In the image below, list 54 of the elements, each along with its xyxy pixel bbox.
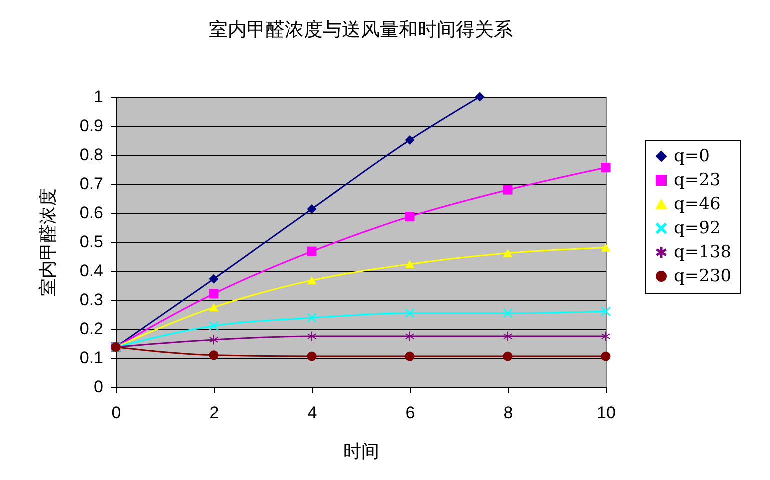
point (601, 306, 611, 316)
point (209, 350, 219, 360)
point (209, 303, 219, 312)
x-tick-label: 6 (406, 404, 416, 422)
point (405, 212, 415, 222)
y-tick-label: 0.5 (80, 232, 104, 252)
point (601, 163, 611, 173)
y-tick-label: 0.9 (80, 116, 104, 136)
y-axis-title: 室内甲醛浓度 (38, 188, 59, 296)
point (209, 321, 219, 331)
y-tick-label: 0.1 (80, 348, 104, 368)
y-tick-label: 0.7 (80, 174, 104, 194)
y-tick-label: 0.3 (80, 290, 104, 310)
x-tick-label: 0 (112, 404, 122, 422)
point (503, 308, 513, 318)
point (503, 249, 513, 258)
point (307, 204, 317, 214)
point (209, 289, 219, 299)
point (307, 276, 317, 285)
point (405, 135, 415, 145)
y-tick-label: 0 (94, 378, 104, 396)
point (405, 352, 415, 362)
point (405, 308, 415, 318)
point (307, 352, 317, 362)
y-tick-label: 1 (94, 88, 104, 106)
point (602, 332, 610, 342)
point (406, 332, 414, 342)
x-axis-title: 时间 (344, 442, 380, 462)
legend-label: q=230 (674, 266, 732, 286)
y-tick-label: 0.8 (80, 146, 104, 164)
point (503, 352, 513, 362)
point (503, 185, 513, 195)
y-tick-label: 0.4 (80, 262, 104, 280)
point (307, 246, 317, 256)
point (209, 274, 219, 284)
point (405, 260, 415, 268)
x-tick-label: 2 (210, 404, 220, 422)
point (475, 92, 485, 102)
x-tick-label: 8 (504, 404, 514, 422)
point (601, 352, 611, 362)
y-tick-label: 0.6 (80, 204, 104, 222)
point (308, 332, 316, 342)
chart-title: 室内甲醛浓度与送风量和时间得关系 (209, 19, 513, 41)
legend-label: q=92 (674, 218, 721, 238)
legend-label: q=46 (674, 194, 721, 214)
legend-label: q=23 (674, 170, 721, 190)
x-tick-label: 4 (308, 404, 318, 422)
x-tick-label: 10 (597, 404, 616, 422)
legend-label: q=0 (674, 146, 710, 166)
point (504, 332, 512, 342)
point (210, 335, 218, 345)
y-tick-label: 0.2 (80, 320, 104, 338)
legend-label: q=138 (674, 242, 732, 262)
point (601, 244, 611, 252)
